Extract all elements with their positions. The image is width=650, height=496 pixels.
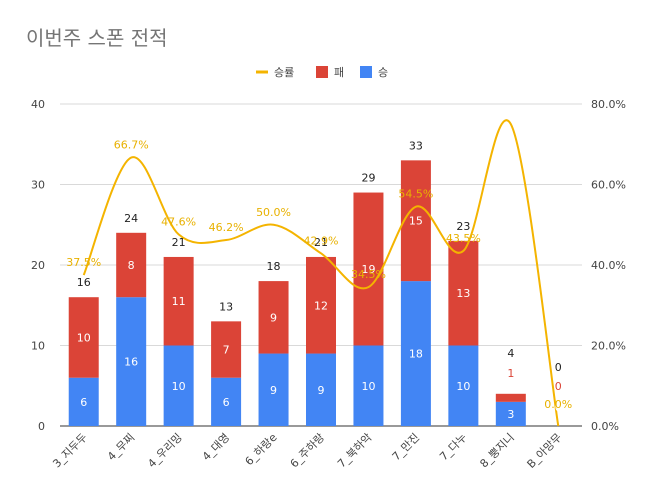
legend-label-rate: 승률 (274, 66, 294, 79)
y-tick-label: 30 (31, 179, 45, 192)
bar-win-label: 9 (270, 384, 277, 397)
bar-loss (68, 297, 99, 378)
bar-win-label: 6 (223, 396, 230, 409)
bar-total-label: 16 (77, 276, 91, 289)
bar-win-label: 9 (318, 384, 325, 397)
bar-win (68, 377, 99, 426)
bar-win (258, 353, 289, 426)
bar-loss-label: 7 (223, 344, 230, 357)
bar-total-label: 33 (409, 139, 423, 152)
bar-loss (116, 232, 147, 298)
bar-total-label: 29 (361, 172, 375, 185)
bar-loss-label: 11 (172, 295, 186, 308)
bar-win (211, 377, 242, 426)
x-tick-label: 6_하랑e (242, 430, 280, 468)
bar-loss-label: 10 (77, 331, 91, 344)
y2-tick-label: 40.0% (591, 259, 626, 272)
y2-tick-label: 60.0% (591, 179, 626, 192)
bar-loss-label: 13 (456, 287, 470, 300)
bar-total-label: 0 (555, 361, 562, 374)
bar-loss (306, 256, 336, 354)
bar-loss-label: 8 (128, 259, 135, 272)
x-tick-label: 4_무찌 (105, 431, 137, 463)
x-tick-label: B_아망무 (525, 431, 565, 471)
y-tick-label: 0 (38, 420, 45, 433)
bar-loss (448, 240, 479, 346)
x-tick-label: 7_북하악 (334, 430, 374, 470)
bar-loss-label: 19 (361, 263, 375, 276)
bar-total-label: 18 (267, 260, 281, 273)
bar-win (448, 345, 479, 426)
bar-total-label: 24 (124, 212, 138, 225)
win-rate-label: 50.0% (256, 206, 291, 219)
win-rate-label: 0.0% (544, 398, 572, 411)
bar-win-label: 16 (124, 356, 138, 369)
bar-win (495, 401, 526, 426)
x-tick-label: 8_뿡지니 (477, 431, 516, 470)
bar-loss-label: 1 (507, 367, 514, 380)
x-tick-label: 4_우리밍 (145, 431, 184, 470)
bar-win (306, 353, 336, 426)
chart-title: 이번주 스폰 전적 (26, 26, 168, 50)
y-tick-label: 20 (31, 259, 45, 272)
x-tick-label: 4_대영 (200, 431, 232, 463)
bar-win (116, 297, 147, 426)
legend-label-win: 승 (378, 66, 388, 79)
win-rate-label: 54.5% (398, 188, 433, 201)
bar-win-label: 3 (507, 408, 514, 421)
bar-total-label: 21 (172, 236, 186, 249)
bar-loss-label: 15 (409, 215, 423, 228)
y2-tick-label: 80.0% (591, 98, 626, 111)
bar-win-label: 10 (361, 380, 375, 393)
bar-loss (495, 393, 526, 402)
bar-loss (258, 281, 289, 354)
win-rate-label: 46.2% (209, 221, 244, 234)
y2-tick-label: 0.0% (591, 420, 619, 433)
x-tick-label: 7_다누 (437, 431, 469, 463)
bar-win-label: 0 (555, 401, 562, 414)
y-tick-label: 10 (31, 340, 45, 353)
bar-win-label: 18 (409, 348, 423, 361)
y-tick-label: 40 (31, 98, 45, 111)
x-tick-label: 6_주하랑 (287, 430, 327, 470)
bar-win (163, 345, 194, 426)
bar-win-label: 10 (172, 380, 186, 393)
bar-loss-label: 12 (314, 299, 328, 312)
win-rate-label: 66.7% (114, 139, 149, 152)
bar-loss (163, 256, 194, 346)
bar-loss-label: 9 (270, 311, 277, 324)
win-rate-label: 43.5% (446, 232, 481, 245)
bar-total-label: 23 (456, 220, 470, 233)
bar-total-label: 21 (314, 236, 328, 249)
bar-loss-label: 0 (555, 380, 562, 393)
y2-tick-label: 20.0% (591, 340, 626, 353)
bar-win-label: 6 (80, 396, 87, 409)
legend-label-loss: 패 (334, 66, 344, 79)
win-rate-line (82, 119, 560, 427)
bar-win-label: 10 (456, 380, 470, 393)
bar-total-label: 4 (507, 347, 514, 360)
bar-loss (353, 192, 384, 346)
bar-total-label: 13 (219, 300, 233, 313)
win-rate-label: 47.6% (161, 215, 196, 228)
x-tick-label: 3_지두두 (50, 431, 89, 470)
legend-swatch-loss (316, 66, 328, 78)
bar-win (353, 345, 384, 426)
bar-win (400, 281, 431, 426)
win-rate-label: 34.5% (351, 268, 386, 281)
legend-swatch-win (360, 66, 372, 78)
bar-loss (211, 321, 242, 378)
win-rate-label: 37.5% (66, 256, 101, 269)
x-tick-label: 7_만진 (390, 431, 422, 463)
bar-loss (400, 160, 431, 282)
win-rate-label: 42.9% (304, 234, 339, 247)
